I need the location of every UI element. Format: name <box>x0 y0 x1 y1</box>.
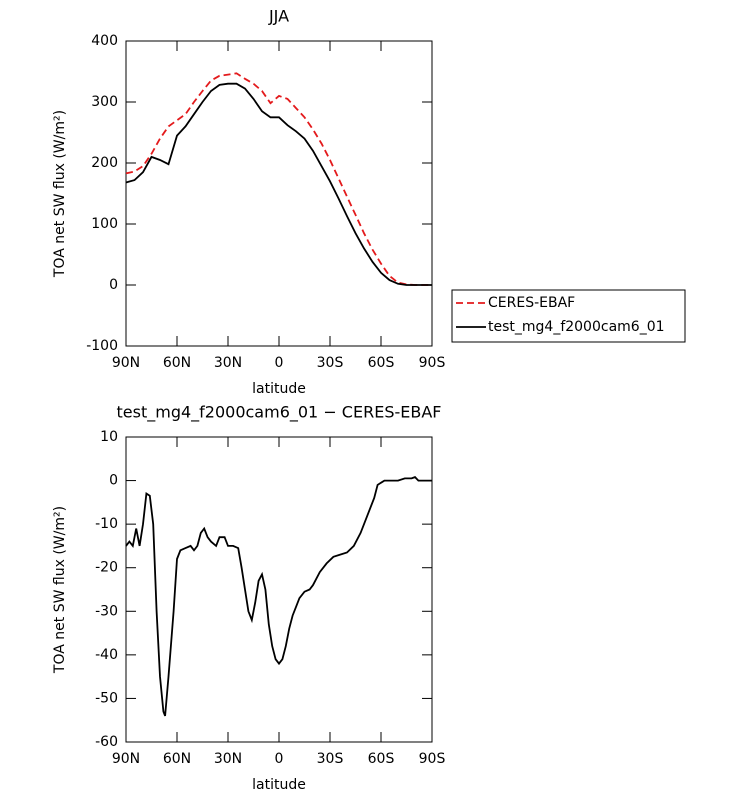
x-tick-label: 30S <box>317 751 344 767</box>
y-axis-label: TOA net SW flux (W/m²) <box>52 110 68 278</box>
x-tick-label: 90N <box>112 751 140 767</box>
x-tick-label: 90S <box>419 751 446 767</box>
y-tick-label: -40 <box>95 647 118 663</box>
x-tick-label: 60N <box>163 355 191 371</box>
y-tick-label: -20 <box>95 560 118 576</box>
x-tick-label: 60S <box>368 751 395 767</box>
x-tick-label: 0 <box>275 751 284 767</box>
chart-title: test_mg4_f2000cam6_01 − CERES-EBAF <box>117 403 442 423</box>
y-tick-label: -100 <box>86 338 118 354</box>
legend-box <box>451 289 686 343</box>
y-tick-label: 10 <box>100 429 118 445</box>
chart-title: JJA <box>268 7 289 26</box>
y-tick-label: -10 <box>95 516 118 532</box>
x-axis-label: latitude <box>252 381 306 397</box>
x-tick-label: 30N <box>214 355 242 371</box>
y-tick-label: -30 <box>95 603 118 619</box>
x-tick-label: 0 <box>275 355 284 371</box>
series-line <box>125 72 432 286</box>
y-tick-label: 0 <box>109 473 118 489</box>
y-tick-label: -60 <box>95 734 118 750</box>
x-tick-label: 30N <box>214 751 242 767</box>
y-axis-label: TOA net SW flux (W/m²) <box>52 506 68 674</box>
y-tick-label: 300 <box>91 94 118 110</box>
y-tick-label: -50 <box>95 690 118 706</box>
y-tick-label: 400 <box>91 33 118 49</box>
legend-label: CERES-EBAF <box>488 295 575 311</box>
x-tick-label: 60N <box>163 751 191 767</box>
plot-frame <box>125 436 433 743</box>
series-line <box>125 476 432 717</box>
y-tick-label: 200 <box>91 155 118 171</box>
series-line <box>125 82 432 286</box>
legend-label: test_mg4_f2000cam6_01 <box>488 319 665 335</box>
y-tick-label: 100 <box>91 216 118 232</box>
x-tick-label: 30S <box>317 355 344 371</box>
y-tick-label: 0 <box>109 277 118 293</box>
x-axis-label: latitude <box>252 777 306 793</box>
x-tick-label: 90N <box>112 355 140 371</box>
plot-frame <box>125 40 433 347</box>
x-tick-label: 90S <box>419 355 446 371</box>
x-tick-label: 60S <box>368 355 395 371</box>
